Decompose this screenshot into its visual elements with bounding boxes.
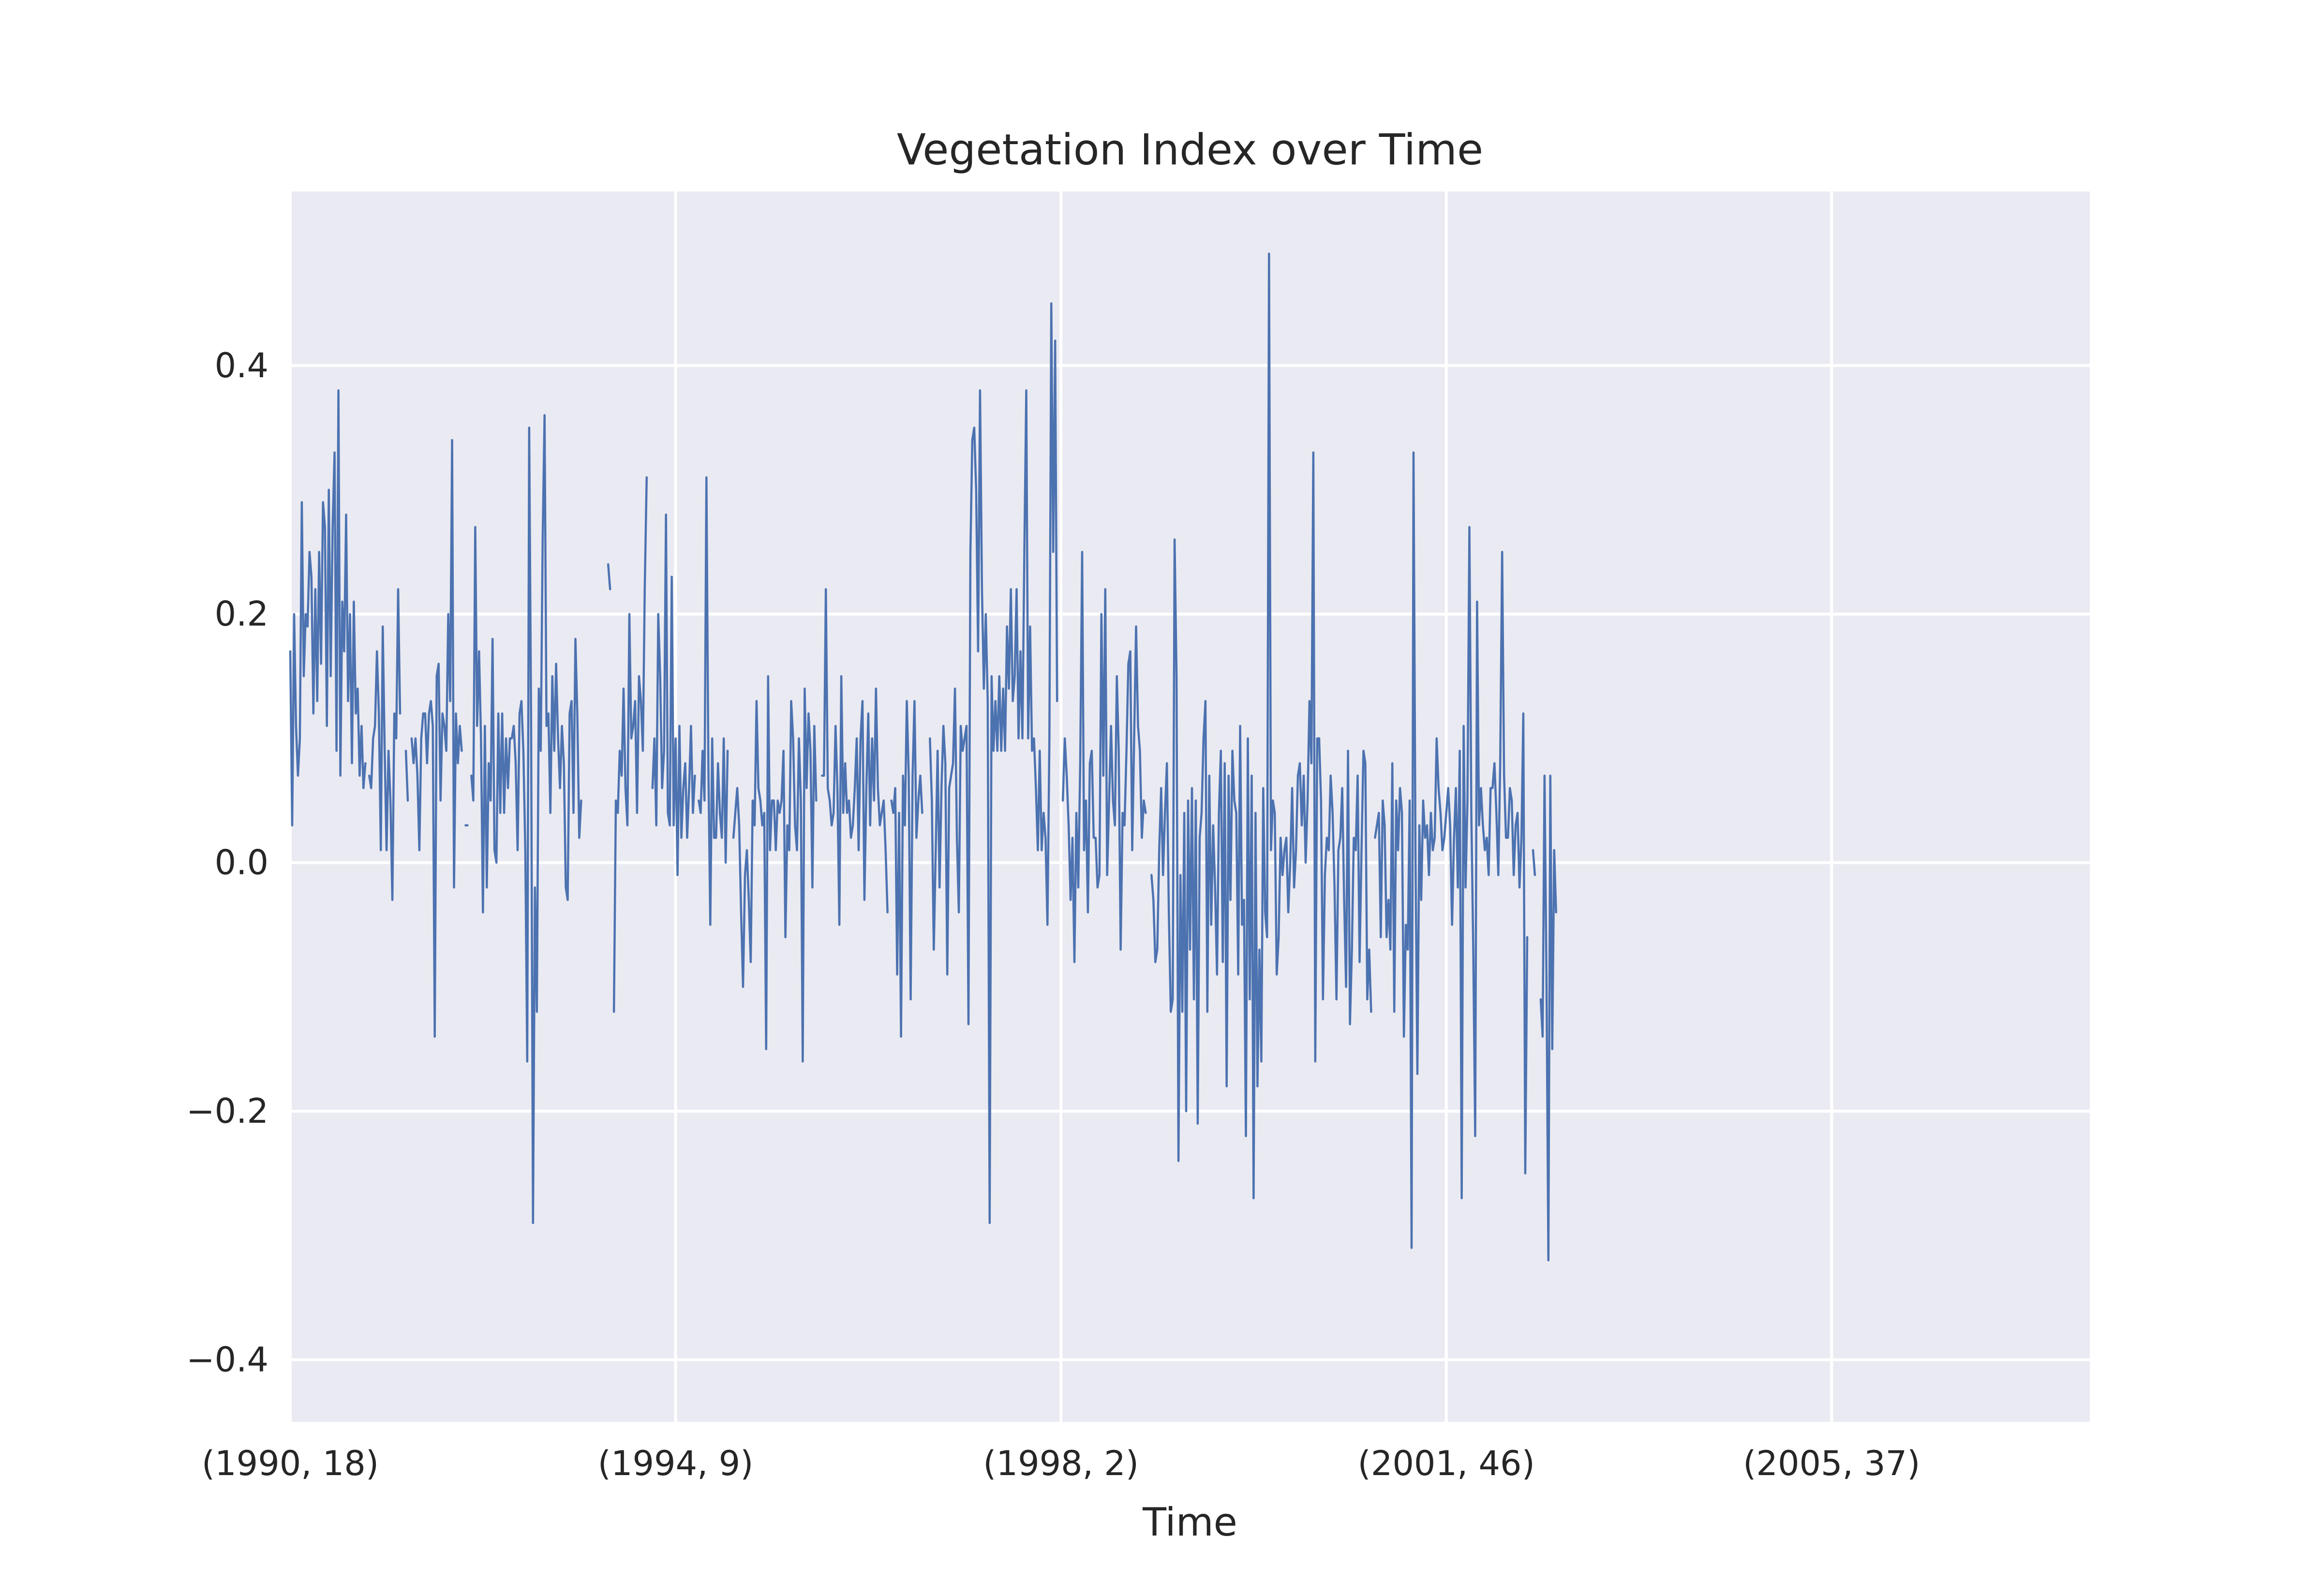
y-tick-label-3: 0.2 (215, 594, 268, 634)
y-tick-label-1: −0.2 (186, 1092, 268, 1131)
x-tick-labels: (1990, 18) (1994, 9) (1998, 2) (2001, 46) (2… (202, 1444, 1920, 1483)
x-gridlines (289, 192, 1833, 1422)
x-tick-label-4: (2005, 37) (1743, 1444, 1920, 1483)
y-tick-label-4: 0.4 (215, 346, 268, 385)
x-axis-label: Time (1142, 1500, 1237, 1545)
plot-area (290, 192, 2090, 1422)
y-tick-label-2: 0.0 (215, 843, 268, 883)
x-tick-label-1: (1994, 9) (598, 1444, 754, 1483)
y-tick-labels: −0.4 −0.2 0.0 0.2 0.4 (186, 346, 268, 1380)
x-tick-label-0: (1990, 18) (202, 1444, 379, 1483)
x-tick-label-3: (2001, 46) (1358, 1444, 1535, 1483)
series-layer (289, 252, 1557, 1262)
x-tick-label-2: (1998, 2) (983, 1444, 1139, 1483)
chart-title: Vegetation Index over Time (897, 125, 1483, 175)
y-tick-label-0: −0.4 (186, 1340, 268, 1380)
series-line-0 (289, 252, 1557, 1262)
